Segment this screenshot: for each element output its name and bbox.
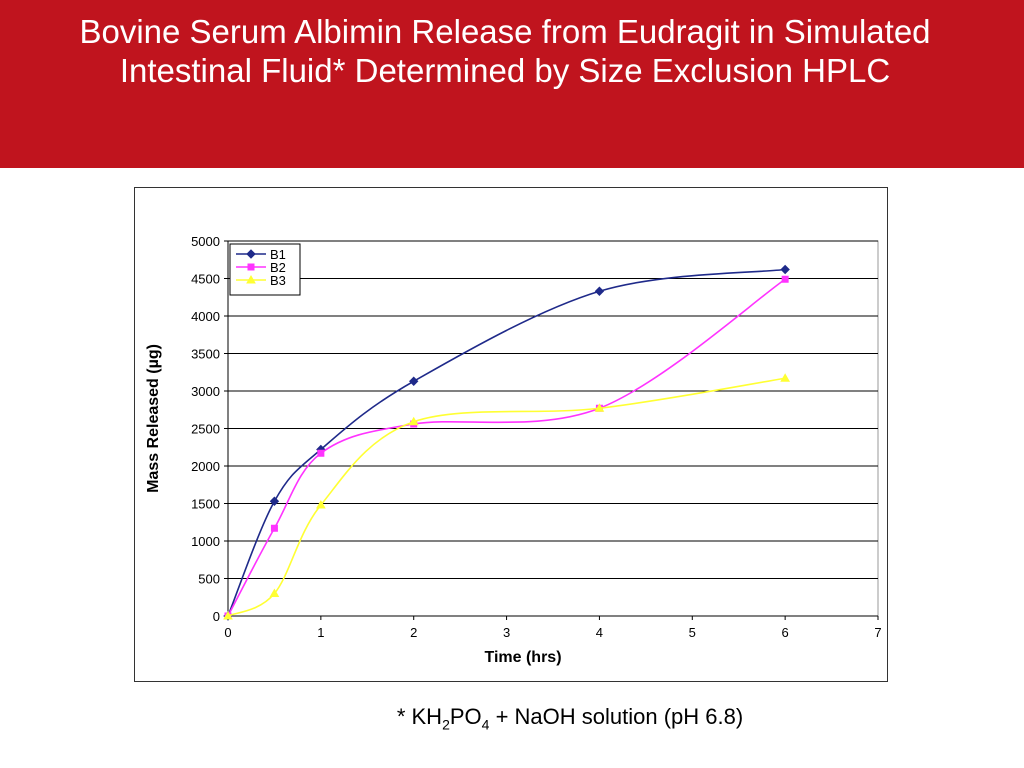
- marker: [781, 275, 789, 283]
- legend-label: B1: [270, 247, 286, 262]
- footnote: * KH2PO4 + NaOH solution (pH 6.8): [330, 704, 810, 732]
- header-band: Bovine Serum Albimin Release from Eudrag…: [0, 0, 1024, 168]
- marker: [780, 373, 791, 382]
- footnote-text: + NaOH solution (pH 6.8): [489, 704, 744, 729]
- legend-marker: [246, 274, 256, 284]
- marker: [269, 496, 280, 506]
- marker: [408, 416, 419, 426]
- x-tick-label: 6: [782, 625, 789, 640]
- legend-box: [229, 243, 301, 296]
- y-axis-label: Mass Released (µg): [145, 344, 162, 493]
- x-tick-label: 5: [689, 625, 696, 640]
- marker: [269, 588, 280, 597]
- legend-marker: [247, 263, 255, 271]
- marker: [409, 376, 419, 386]
- x-tick-label: 1: [317, 625, 324, 640]
- y-tick-label: 2000: [191, 459, 220, 474]
- slide-title: Bovine Serum Albimin Release from Eudrag…: [79, 13, 931, 89]
- x-tick-label: 4: [596, 625, 603, 640]
- marker: [780, 264, 790, 275]
- marker: [315, 499, 326, 509]
- x-axis-label: Time (hrs): [484, 649, 561, 666]
- y-tick-label: 1500: [191, 497, 220, 512]
- footnote-subscript: 2: [442, 716, 450, 733]
- x-tick-label: 0: [224, 625, 231, 640]
- marker: [594, 286, 605, 296]
- legend-marker: [246, 249, 256, 259]
- marker: [270, 524, 278, 532]
- y-tick-label: 500: [198, 572, 220, 587]
- y-tick-label: 0: [213, 609, 220, 624]
- y-tick-label: 2500: [191, 422, 220, 437]
- marker: [594, 403, 605, 412]
- y-tick-label: 4500: [191, 272, 220, 287]
- chart-frame: 0 500 1000 1500 2000 2500 3000 3500 4000 4500 5000…: [134, 187, 888, 682]
- y-tick-label: 5000: [191, 234, 220, 249]
- y-tick-label: 4000: [191, 309, 220, 324]
- legend-label: B3: [270, 273, 286, 288]
- footnote-subscript: 4: [481, 716, 490, 733]
- legend-label: B2: [270, 260, 286, 275]
- footnote-text: PO: [449, 704, 482, 729]
- x-tick-label: 7: [874, 625, 881, 640]
- marker: [317, 449, 325, 457]
- y-tick-label: 1000: [191, 534, 220, 549]
- footnote-text: * KH: [396, 704, 443, 729]
- series-line: [227, 268, 786, 617]
- marker: [223, 610, 233, 620]
- y-tick-label: 3500: [191, 347, 220, 362]
- chart: 0 500 1000 1500 2000 2500 3000 3500 4000 4500 5000…: [145, 234, 882, 666]
- series-line: [227, 377, 786, 617]
- x-tick-label: 2: [410, 625, 417, 640]
- x-tick-label: 3: [503, 625, 510, 640]
- y-tick-label: 3000: [191, 384, 220, 399]
